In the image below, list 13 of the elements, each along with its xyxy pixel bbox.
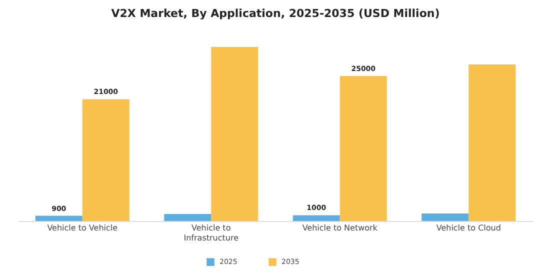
x-tick-label: Vehicle to Vehicle — [47, 224, 118, 232]
x-tick-label: Vehicle to Infrastructure — [184, 224, 239, 242]
x-tick-label: Vehicle to Network — [302, 224, 378, 232]
bar — [82, 99, 130, 221]
bar — [468, 64, 516, 221]
bar — [292, 215, 340, 221]
bar — [35, 216, 82, 221]
bar — [340, 76, 387, 221]
bar — [164, 214, 212, 221]
x-tick-label: Vehicle to Cloud — [436, 224, 501, 232]
chart-title: V2X Market, By Application, 2025-2035 (USD Million) — [111, 7, 440, 20]
bar — [211, 47, 258, 221]
bar — [422, 213, 469, 221]
